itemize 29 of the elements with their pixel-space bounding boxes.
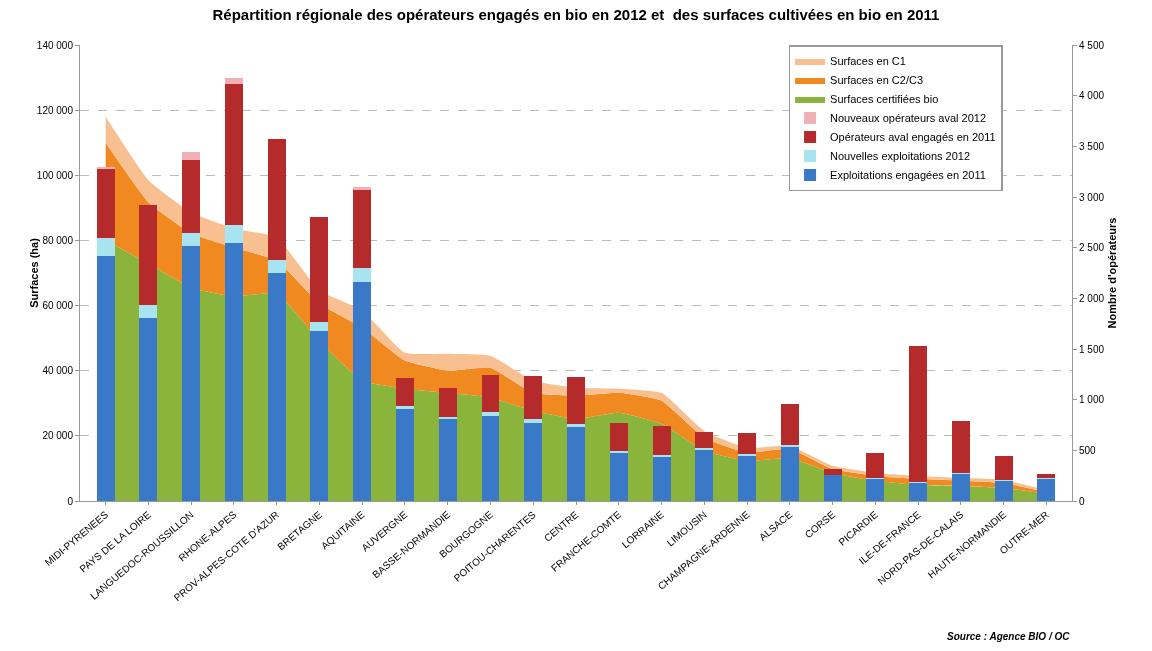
y-tick-label: 80 000: [42, 234, 74, 246]
y2-tick-label: 4 500: [1079, 39, 1105, 51]
y-tick-label: 100 000: [36, 169, 74, 181]
y2-tick-label: 3 000: [1079, 191, 1105, 203]
y-tick-label: 20 000: [42, 430, 74, 442]
y-tick-label: 140 000: [36, 39, 74, 51]
y2-axis-title: Nombre d'opérateurs: [1106, 217, 1119, 329]
y2-tick-label: 3 500: [1079, 140, 1105, 152]
y2-tick-label: 2 000: [1079, 292, 1105, 304]
y-tick-label: 60 000: [42, 300, 74, 312]
y2-tick-label: 1 000: [1079, 394, 1105, 406]
y-tick-label: 120 000: [36, 104, 74, 116]
y2-tick-label: 0: [1079, 495, 1085, 507]
y-tick-label: 40 000: [42, 365, 74, 377]
y2-tick-label: 4 000: [1079, 90, 1105, 102]
chart-title: Répartition régionale des opérateurs engagés en bio en 2012 et des surfaces cultivées en bio en 2011: [212, 6, 940, 24]
source-note: Source : Agence BIO / OC: [947, 631, 1071, 642]
y2-tick-label: 2 500: [1079, 242, 1105, 254]
legend-label: Surfaces en C2/C3: [830, 74, 923, 87]
y-tick-label: 0: [67, 495, 74, 507]
legend-label: Exploitations engagées en 2011: [830, 169, 986, 182]
legend-label: Nouvelles exploitations 2012: [830, 150, 971, 163]
legend-label: Opérateurs aval engagés en 2011: [830, 131, 996, 144]
legend-label: Nouveaux opérateurs aval 2012: [830, 112, 987, 125]
y2-tick-label: 1 500: [1079, 343, 1105, 355]
y-axis-title: Surfaces (ha): [28, 237, 41, 308]
legend-label: Surfaces certifiées bio: [830, 93, 939, 106]
legend-label: Surfaces en C1: [830, 55, 906, 68]
y2-tick-label: 500: [1079, 444, 1097, 456]
